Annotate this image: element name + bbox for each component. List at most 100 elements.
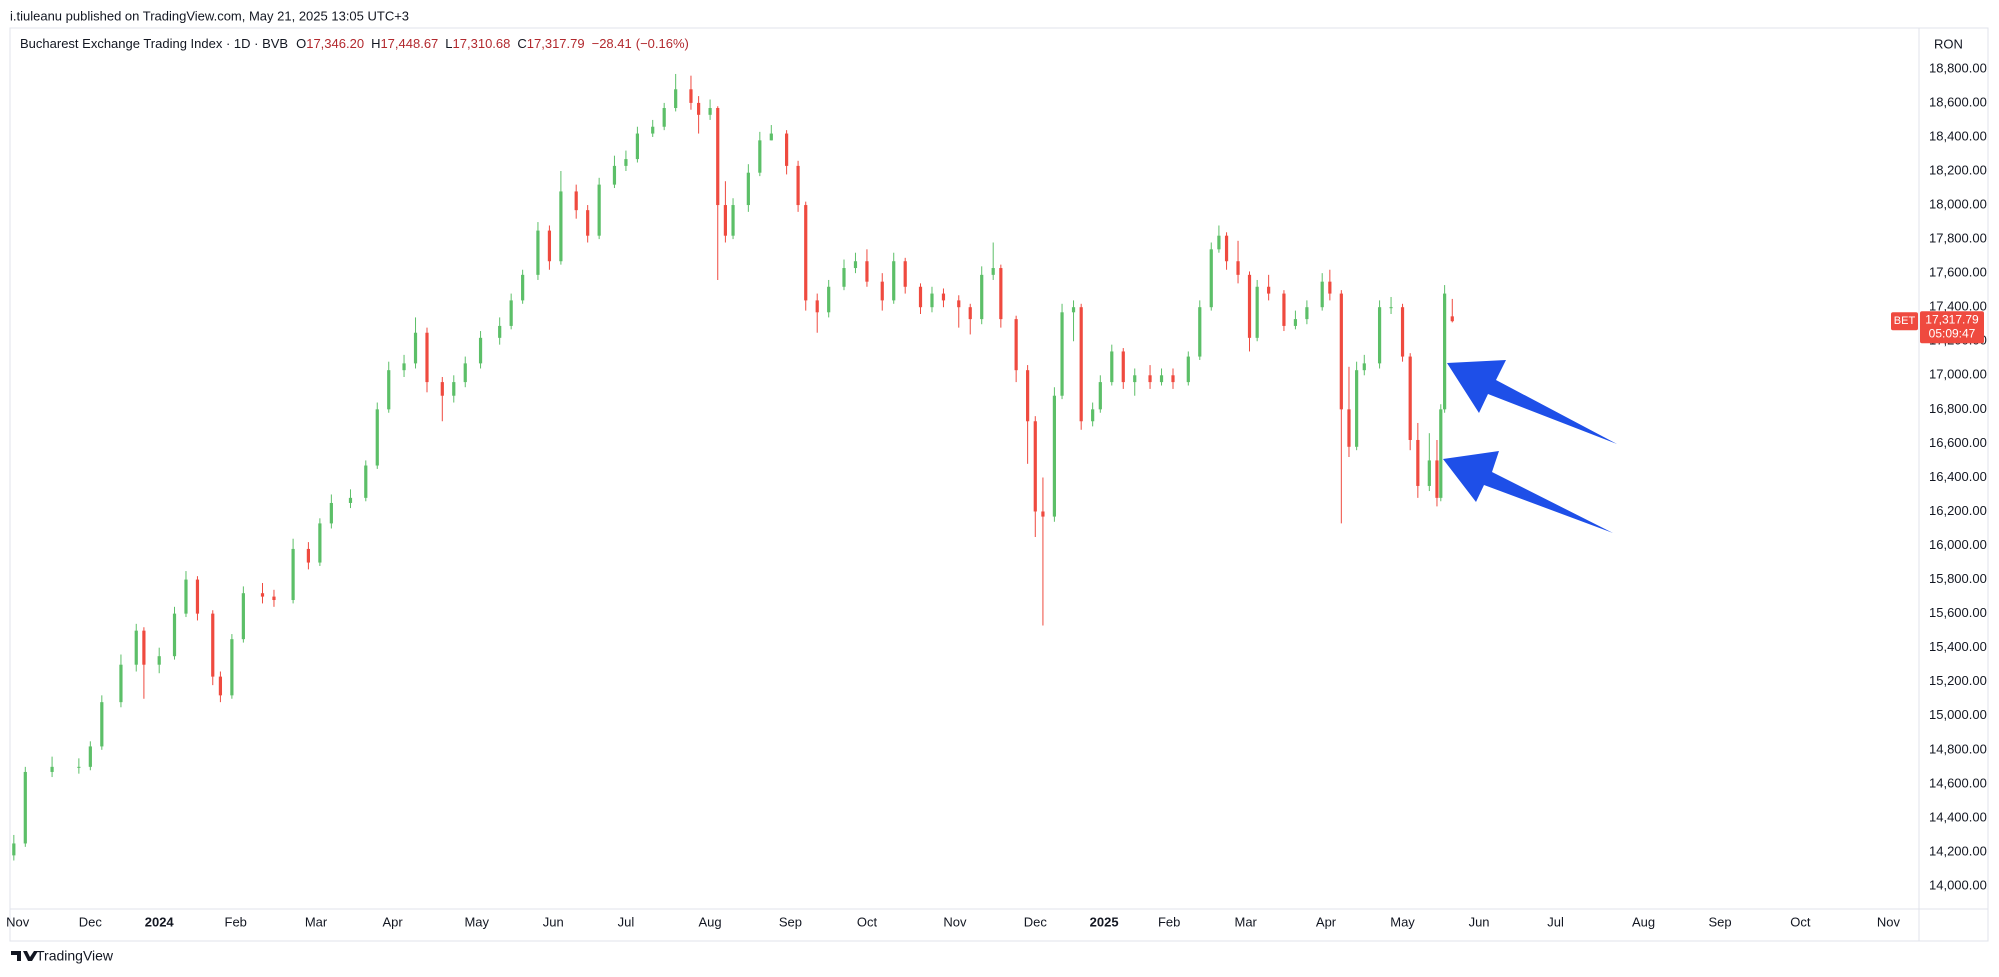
candle-body	[536, 230, 540, 275]
candle-body	[413, 332, 418, 364]
candle-body	[903, 261, 907, 287]
candle-body	[425, 332, 429, 383]
candle-body	[708, 108, 712, 115]
ohlc-prefix: H	[371, 36, 380, 51]
x-tick-label: 2024	[145, 914, 175, 929]
candle-body	[291, 548, 295, 601]
candle-body	[1389, 307, 1393, 309]
x-tick-label: Oct	[857, 914, 878, 929]
y-tick-label: 15,000.00	[1929, 707, 1987, 722]
x-tick-label: Oct	[1790, 914, 1811, 929]
x-tick-label: Mar	[1234, 914, 1257, 929]
candle-body	[1186, 356, 1190, 383]
candle-body	[478, 337, 483, 364]
candle-body	[574, 191, 578, 211]
candle-body	[463, 363, 467, 383]
candle-body	[586, 210, 590, 236]
candle-body	[769, 133, 773, 141]
candle-body	[1328, 281, 1332, 294]
candle-body	[1121, 351, 1125, 383]
candle-body	[689, 89, 693, 103]
y-tick-label: 18,400.00	[1929, 128, 1987, 143]
ohlc-prefix: L	[445, 36, 452, 51]
x-tick-label: Feb	[1158, 914, 1180, 929]
currency: RON	[1934, 36, 1963, 51]
change-percent: (−0.16%)	[636, 36, 689, 51]
candle-body	[796, 165, 800, 206]
candle-body	[827, 286, 831, 313]
x-tick-label: May	[464, 914, 489, 929]
candle-body	[1450, 316, 1454, 322]
candle-body	[134, 630, 138, 665]
candle-body	[1052, 395, 1057, 517]
candle-body	[50, 766, 54, 772]
candle-body	[260, 593, 265, 597]
candle-body	[375, 409, 379, 466]
candle-body	[1159, 375, 1164, 383]
candle-body	[853, 261, 858, 269]
y-tick-label: 18,200.00	[1929, 162, 1987, 177]
candle-body	[1014, 319, 1018, 371]
frame	[9, 27, 1989, 942]
candle-body	[184, 579, 188, 614]
candle-body	[100, 702, 104, 747]
y-tick-label: 16,800.00	[1929, 401, 1987, 416]
candle-body	[1347, 409, 1351, 447]
candle-body	[172, 613, 177, 657]
candle-body	[1255, 286, 1259, 338]
y-tick-label: 14,000.00	[1929, 877, 1987, 892]
brand-logo: TradingView	[11, 948, 114, 964]
ohlc-value: 17,346.20	[306, 36, 364, 51]
candle-body	[1305, 307, 1309, 320]
x-tick-label: Apr	[1316, 914, 1337, 929]
candle-body	[1026, 370, 1030, 422]
y-tick-label: 16,200.00	[1929, 503, 1987, 518]
x-tick-label: Jul	[1547, 914, 1564, 929]
candle-body	[746, 172, 750, 206]
legend-line: Bucharest Exchange Trading Index · 1D · …	[20, 36, 689, 51]
y-tick-label: 18,000.00	[1929, 196, 1987, 211]
candle-body	[1148, 375, 1152, 383]
y-tick-label: 17,600.00	[1929, 265, 1987, 280]
candle-body	[918, 286, 923, 308]
y-tick-label: 16,000.00	[1929, 537, 1987, 552]
title: Bucharest Exchange Trading Index · 1D · …	[20, 36, 288, 51]
y-tick-label: 14,800.00	[1929, 741, 1987, 756]
x-tick-label: Dec	[1024, 914, 1048, 929]
candle-body	[1293, 319, 1298, 326]
x-tick-label: Sep	[779, 914, 802, 929]
candle-body	[1133, 375, 1137, 383]
candle-body	[1443, 293, 1447, 410]
candle-body	[1320, 281, 1324, 308]
x-tick-label: Nov	[1877, 914, 1901, 929]
x-tick-label: Aug	[1632, 914, 1655, 929]
y-tick-label: 16,400.00	[1929, 469, 1987, 484]
annotation-arrow	[1447, 360, 1617, 444]
x-tick-label: Apr	[382, 914, 403, 929]
candle-body	[1110, 351, 1114, 383]
candle-body	[1339, 293, 1343, 410]
x-tick-label: Feb	[225, 914, 247, 929]
brand-name: TradingView	[36, 948, 114, 964]
candle-body	[23, 771, 27, 844]
candle-body	[142, 630, 146, 665]
candle-body	[980, 274, 984, 320]
candle-body	[1060, 312, 1064, 396]
candle-body	[509, 300, 513, 326]
x-tick-label: Nov	[943, 914, 967, 929]
candle-body	[241, 593, 245, 640]
x-tick-label: Nov	[6, 914, 30, 929]
candle-body	[272, 596, 276, 601]
countdown: 05:09:47	[1929, 326, 1976, 340]
candle-body	[1224, 235, 1229, 262]
y-tick-label: 15,400.00	[1929, 639, 1987, 654]
candle-body	[1091, 409, 1095, 422]
candle-body	[306, 548, 311, 563]
candle-body	[88, 746, 92, 767]
candle-body	[758, 140, 762, 173]
candle-body	[662, 108, 666, 127]
candle-body	[348, 497, 353, 503]
candle-body	[1198, 307, 1202, 357]
